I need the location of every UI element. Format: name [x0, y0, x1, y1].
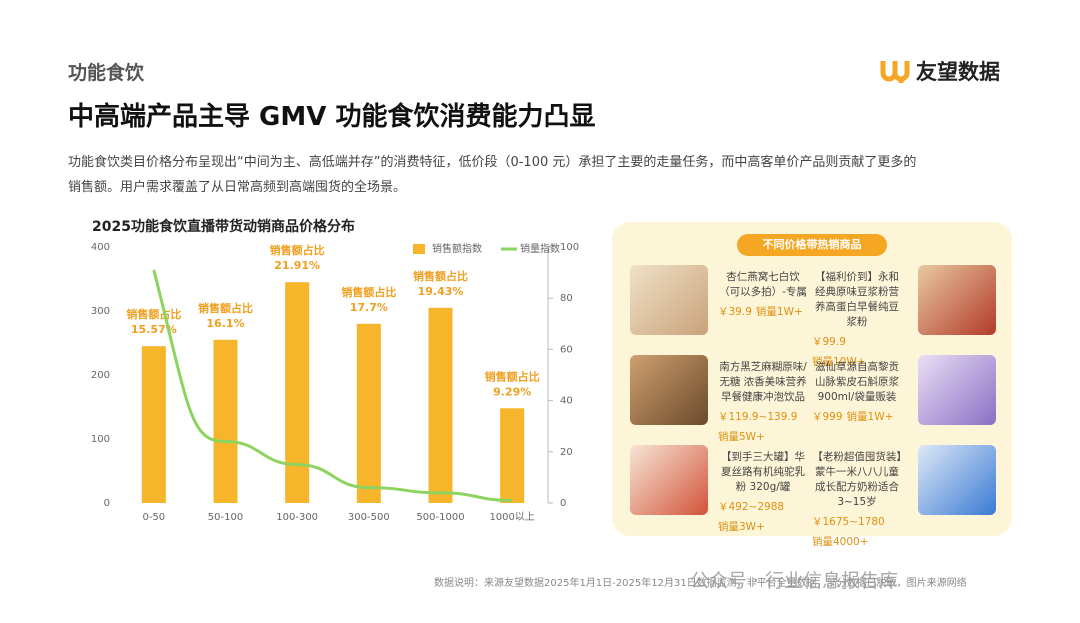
product-sales: 销量5W+ — [718, 431, 765, 443]
product-info: 滋仙草源自高黎贡山脉紫皮石斛原浆900ml/袋量贩装 ￥999 销量1W+ — [812, 360, 902, 425]
product-name: 【到手三大罐】华夏丝路有机纯驼乳粉 320g/罐 — [721, 451, 805, 493]
bar-share-label: 16.1% — [206, 317, 244, 330]
y-tick-label: 100 — [91, 434, 110, 445]
bar-label-title: 销售额占比 — [413, 269, 468, 283]
legend-label: 销售额指数 — [432, 242, 482, 255]
x-tick-label: 300-500 — [348, 512, 390, 523]
panel-title: 不同价格带热销商品 — [737, 234, 887, 256]
x-tick-label: 100-300 — [276, 512, 318, 523]
line — [152, 269, 513, 502]
x-tick-label: 0-50 — [142, 512, 165, 523]
product-price: ￥999 — [812, 411, 843, 423]
y2-tick-label: 100 — [560, 242, 579, 253]
bar — [428, 307, 453, 503]
bar-share-label: 17.7% — [350, 301, 388, 314]
y-tick-label: 200 — [91, 370, 110, 381]
product-info: 【老粉超值囤货装】蒙牛一米八八儿童成长配方奶粉适合3~15岁 ￥1675~1780… — [812, 450, 902, 550]
y-tick-label: 300 — [91, 306, 110, 317]
product-info: 南方黑芝麻糊原味/无糖 浓香美味营养早餐健康冲泡饮品 ￥119.9~139.9 销量… — [718, 360, 808, 445]
desc-line: 销售额。用户需求覆盖了从日常高频到高端囤货的全场景。 — [68, 180, 407, 195]
logo: 友望数据 — [880, 56, 1000, 86]
product-image — [918, 445, 996, 515]
product-panel: 不同价格带热销商品 杏仁燕窝七白饮（可以多拍）-专属 ￥39.9 销量1W+ 【福利价… — [612, 222, 1012, 548]
bar — [356, 323, 381, 503]
product-name: 南方黑芝麻糊原味/无糖 浓香美味营养早餐健康冲泡饮品 — [719, 361, 807, 403]
bar-share-label: 15.57% — [131, 323, 177, 336]
bar — [285, 282, 310, 503]
bar-label-title: 销售额占比 — [270, 243, 325, 257]
product-name: 【老粉超值囤货装】蒙牛一米八八儿童成长配方奶粉适合3~15岁 — [812, 451, 902, 508]
logo-icon — [880, 61, 910, 83]
product-price: ￥492~2988 — [718, 501, 785, 513]
product-sales: 销量10W+ — [812, 356, 866, 368]
bar-share-label: 19.43% — [418, 285, 464, 298]
chart: 2025功能食饮直播带货动销商品价格分布 0 100 200 300 400 0 20 40 6… — [91, 218, 579, 523]
footnote: 数据说明：来源友望数据2025年1月1日-2025年12月31日数据监测，非平台… — [434, 578, 967, 589]
desc-line: 功能食饮类目价格分布呈现出“中间为主、高低端并存”的消费特征，低价段（0-100… — [68, 155, 917, 170]
product-sales: 销量1W+ — [755, 306, 803, 318]
y-tick-label: 0 — [104, 498, 110, 509]
product-price: ￥39.9 — [718, 306, 752, 318]
product-name: 滋仙草源自高黎贡山脉紫皮石斛原浆900ml/袋量贩装 — [815, 361, 899, 403]
product-image — [918, 355, 996, 425]
bar-share-label: 21.91% — [274, 259, 320, 272]
y2-tick-label: 40 — [560, 396, 573, 407]
x-tick-label: 1000以上 — [489, 511, 534, 523]
product-sales: 销量1W+ — [846, 411, 894, 423]
x-tick-label: 500-1000 — [416, 512, 464, 523]
y2-tick-label: 20 — [560, 447, 573, 458]
product-image — [918, 265, 996, 335]
brand: 友望数据 — [916, 60, 1000, 84]
product-info: 杏仁燕窝七白饮（可以多拍）-专属 ￥39.9 销量1W+ — [718, 270, 808, 320]
bar-share-label: 9.29% — [493, 385, 531, 398]
product-info: 【到手三大罐】华夏丝路有机纯驼乳粉 320g/罐 ￥492~2988 销量3W+ — [718, 450, 808, 535]
bar-label-title: 销售额占比 — [126, 307, 181, 321]
section-label: 功能食饮 — [68, 62, 145, 84]
bar-label-title: 销售额占比 — [341, 285, 396, 299]
page-title: 中高端产品主导 GMV 功能食饮消费能力凸显 — [68, 102, 596, 132]
bar — [213, 339, 238, 503]
product-name: 【福利价到】永和经典原味豆浆粉营养高蛋白早餐纯豆浆粉 — [815, 271, 899, 328]
product-price: ￥1675~1780 — [812, 516, 885, 528]
product-info: 【福利价到】永和经典原味豆浆粉营养高蛋白早餐纯豆浆粉 ￥99.9 销量10W+ — [812, 270, 902, 370]
product-sales: 销量4000+ — [812, 536, 869, 548]
product-image — [630, 445, 708, 515]
product-price: ￥99.9 — [812, 336, 846, 348]
bar — [500, 408, 525, 503]
bar-label-title: 销售额占比 — [198, 301, 253, 315]
y-tick-label: 400 — [91, 242, 110, 253]
y2-tick-label: 80 — [560, 293, 573, 304]
watermark: 公众号 · 行业信息报告库 — [690, 570, 899, 592]
product-sales: 销量3W+ — [718, 521, 765, 533]
description: 功能食饮类目价格分布呈现出“中间为主、高低端并存”的消费特征，低价段（0-100… — [68, 150, 1028, 200]
y2-tick-label: 60 — [560, 344, 573, 355]
chart-title: 2025功能食饮直播带货动销商品价格分布 — [92, 218, 355, 235]
bar — [141, 346, 166, 503]
product-name: 杏仁燕窝七白饮（可以多拍）-专属 — [719, 271, 807, 298]
x-tick-label: 50-100 — [208, 512, 243, 523]
legend-label: 销量指数 — [520, 242, 560, 255]
y2-tick-label: 0 — [560, 498, 566, 509]
legend-swatch — [413, 244, 425, 254]
bar-label-title: 销售额占比 — [485, 369, 540, 383]
product-image — [630, 265, 708, 335]
product-image — [630, 355, 708, 425]
product-price: ￥119.9~139.9 — [718, 411, 798, 423]
